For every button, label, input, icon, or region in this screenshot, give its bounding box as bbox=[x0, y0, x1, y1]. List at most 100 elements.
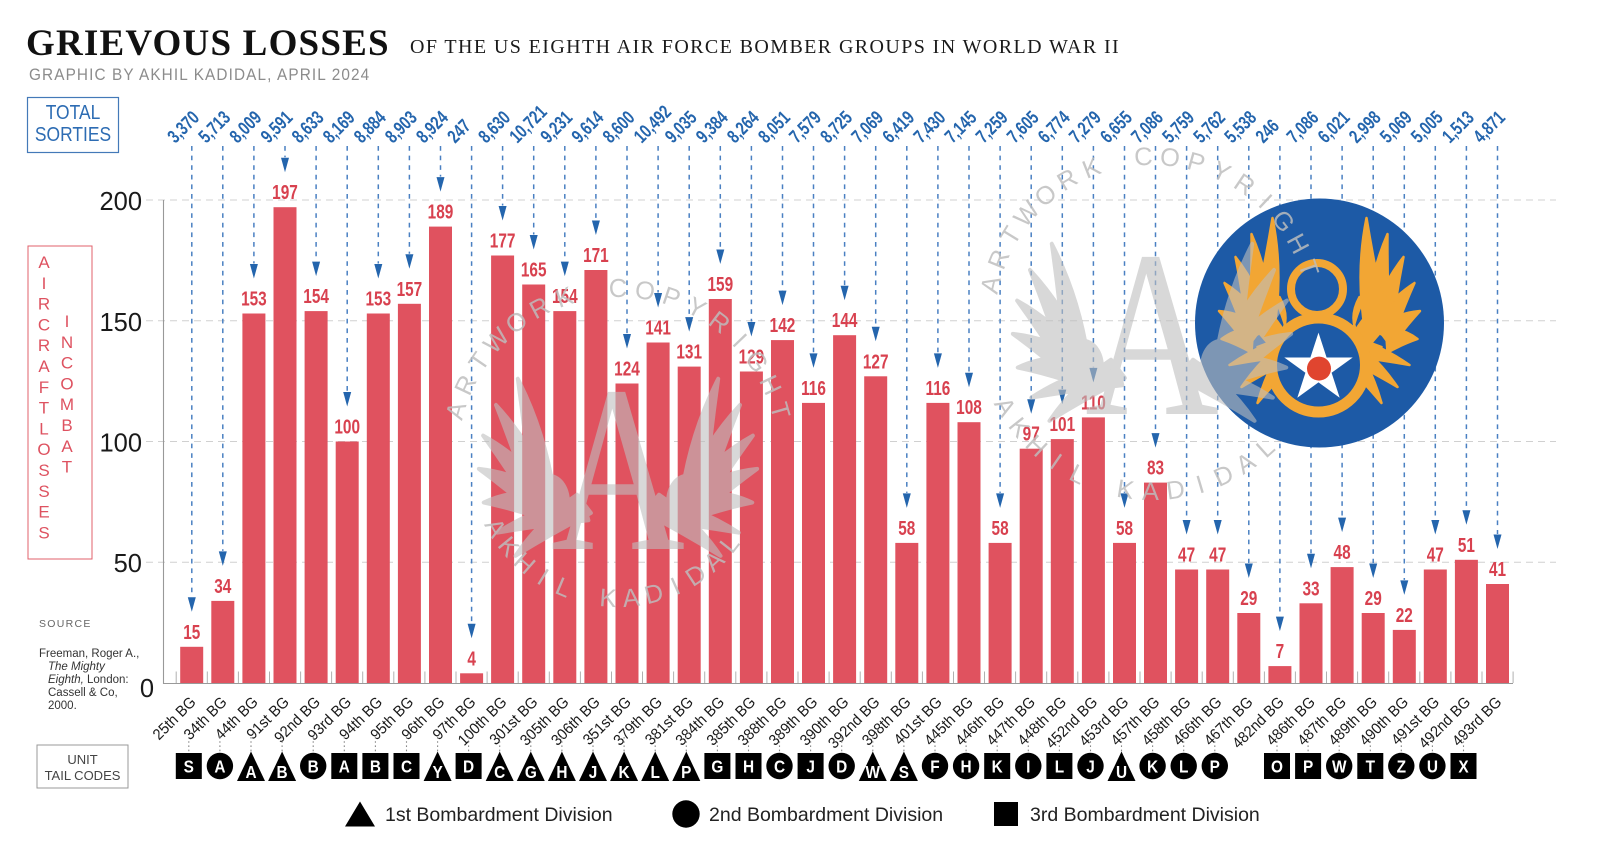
svg-text:Y: Y bbox=[1207, 156, 1234, 189]
svg-text:8,924: 8,924 bbox=[412, 106, 453, 147]
svg-text:UNIT: UNIT bbox=[67, 752, 97, 767]
svg-text:P: P bbox=[1303, 758, 1313, 777]
svg-text:R: R bbox=[1229, 168, 1260, 202]
svg-text:22: 22 bbox=[1396, 604, 1413, 627]
svg-text:U: U bbox=[1116, 763, 1127, 782]
svg-text:P: P bbox=[1184, 147, 1208, 179]
svg-text:48: 48 bbox=[1334, 541, 1351, 564]
svg-text:47: 47 bbox=[1209, 543, 1226, 566]
svg-text:8,884: 8,884 bbox=[350, 106, 391, 147]
svg-text:TAIL CODES: TAIL CODES bbox=[45, 768, 121, 783]
svg-text:K: K bbox=[1115, 475, 1136, 505]
svg-text:29: 29 bbox=[1240, 587, 1257, 610]
svg-text:X: X bbox=[1458, 758, 1468, 777]
svg-text:W: W bbox=[866, 763, 881, 782]
svg-text:9,591: 9,591 bbox=[257, 107, 297, 147]
svg-text:7,086: 7,086 bbox=[1283, 107, 1323, 147]
svg-text:C: C bbox=[38, 315, 50, 334]
svg-text:108: 108 bbox=[956, 396, 982, 419]
svg-text:7,086: 7,086 bbox=[1127, 107, 1167, 147]
svg-text:M: M bbox=[60, 395, 74, 414]
svg-text:5,005: 5,005 bbox=[1407, 107, 1447, 147]
svg-text:6,021: 6,021 bbox=[1314, 107, 1354, 147]
svg-text:8,009: 8,009 bbox=[225, 107, 265, 147]
svg-text:A: A bbox=[621, 584, 641, 613]
svg-text:33: 33 bbox=[1302, 577, 1319, 600]
svg-text:S: S bbox=[38, 523, 49, 542]
svg-text:D: D bbox=[1165, 475, 1187, 505]
svg-text:51: 51 bbox=[1458, 534, 1475, 557]
svg-text:J: J bbox=[806, 758, 815, 777]
svg-text:I: I bbox=[65, 312, 70, 331]
svg-text:171: 171 bbox=[583, 244, 609, 267]
svg-text:4: 4 bbox=[467, 647, 476, 670]
svg-text:A: A bbox=[988, 393, 1021, 422]
svg-text:15: 15 bbox=[183, 621, 200, 644]
svg-text:A: A bbox=[61, 437, 73, 456]
svg-text:S: S bbox=[899, 763, 909, 782]
svg-text:58: 58 bbox=[992, 517, 1009, 540]
svg-text:D: D bbox=[836, 758, 847, 777]
svg-text:B: B bbox=[370, 758, 381, 777]
svg-text:189: 189 bbox=[428, 200, 454, 223]
svg-text:B: B bbox=[61, 416, 72, 435]
svg-text:5,762: 5,762 bbox=[1189, 107, 1229, 147]
svg-text:153: 153 bbox=[365, 287, 391, 310]
svg-text:C: C bbox=[494, 763, 505, 782]
svg-text:T: T bbox=[62, 458, 72, 477]
svg-text:5,538: 5,538 bbox=[1220, 107, 1260, 147]
svg-text:C: C bbox=[61, 354, 73, 373]
svg-text:U: U bbox=[1427, 758, 1438, 777]
svg-text:142: 142 bbox=[770, 314, 796, 337]
svg-text:0: 0 bbox=[140, 675, 154, 703]
svg-text:S: S bbox=[38, 461, 49, 480]
svg-text:Eighth, London:: Eighth, London: bbox=[48, 674, 129, 686]
svg-text:7,579: 7,579 bbox=[785, 107, 825, 147]
svg-text:8,633: 8,633 bbox=[288, 107, 328, 147]
svg-text:A: A bbox=[976, 273, 1007, 296]
svg-text:T: T bbox=[1366, 758, 1375, 777]
svg-text:A: A bbox=[1142, 478, 1159, 506]
svg-text:O: O bbox=[1271, 758, 1283, 777]
svg-text:SOURCE: SOURCE bbox=[39, 618, 92, 630]
svg-text:100: 100 bbox=[99, 430, 142, 458]
svg-text:K: K bbox=[599, 584, 618, 613]
svg-text:A: A bbox=[38, 253, 50, 272]
svg-text:141: 141 bbox=[645, 316, 671, 339]
svg-text:B: B bbox=[277, 763, 288, 782]
svg-text:R: R bbox=[983, 246, 1016, 274]
svg-text:O: O bbox=[60, 374, 73, 393]
svg-text:2000.: 2000. bbox=[48, 700, 77, 712]
svg-text:J: J bbox=[1086, 758, 1095, 777]
svg-text:7,605: 7,605 bbox=[1003, 107, 1043, 147]
svg-text:H: H bbox=[556, 763, 567, 782]
svg-text:I: I bbox=[1026, 758, 1030, 777]
svg-text:1st Bombardment Division: 1st Bombardment Division bbox=[385, 804, 613, 826]
svg-text:7: 7 bbox=[1276, 640, 1285, 663]
svg-text:58: 58 bbox=[1116, 517, 1133, 540]
svg-text:116: 116 bbox=[801, 377, 826, 400]
svg-text:A: A bbox=[245, 763, 256, 782]
svg-text:B: B bbox=[308, 758, 319, 777]
svg-text:R: R bbox=[38, 295, 50, 314]
svg-text:C: C bbox=[401, 758, 412, 777]
svg-text:50: 50 bbox=[114, 550, 142, 578]
svg-text:7,259: 7,259 bbox=[972, 107, 1012, 147]
svg-text:7,145: 7,145 bbox=[941, 107, 981, 147]
svg-text:165: 165 bbox=[521, 258, 547, 281]
svg-text:C: C bbox=[1133, 143, 1153, 172]
svg-text:O: O bbox=[1159, 143, 1182, 173]
svg-text:T: T bbox=[764, 399, 795, 422]
svg-text:F: F bbox=[930, 758, 939, 777]
svg-text:197: 197 bbox=[272, 181, 298, 204]
svg-text:150: 150 bbox=[99, 309, 142, 337]
svg-text:A: A bbox=[214, 758, 225, 777]
svg-text:GRAPHIC BY AKHIL KADIDAL, APRI: GRAPHIC BY AKHIL KADIDAL, APRIL 2024 bbox=[29, 67, 370, 85]
svg-text:4,871: 4,871 bbox=[1469, 107, 1509, 147]
svg-text:K: K bbox=[619, 763, 630, 782]
svg-text:7,069: 7,069 bbox=[847, 107, 887, 147]
svg-text:Z: Z bbox=[1397, 758, 1406, 777]
svg-text:P: P bbox=[659, 282, 684, 314]
svg-text:H: H bbox=[743, 758, 754, 777]
svg-text:47: 47 bbox=[1178, 543, 1195, 566]
